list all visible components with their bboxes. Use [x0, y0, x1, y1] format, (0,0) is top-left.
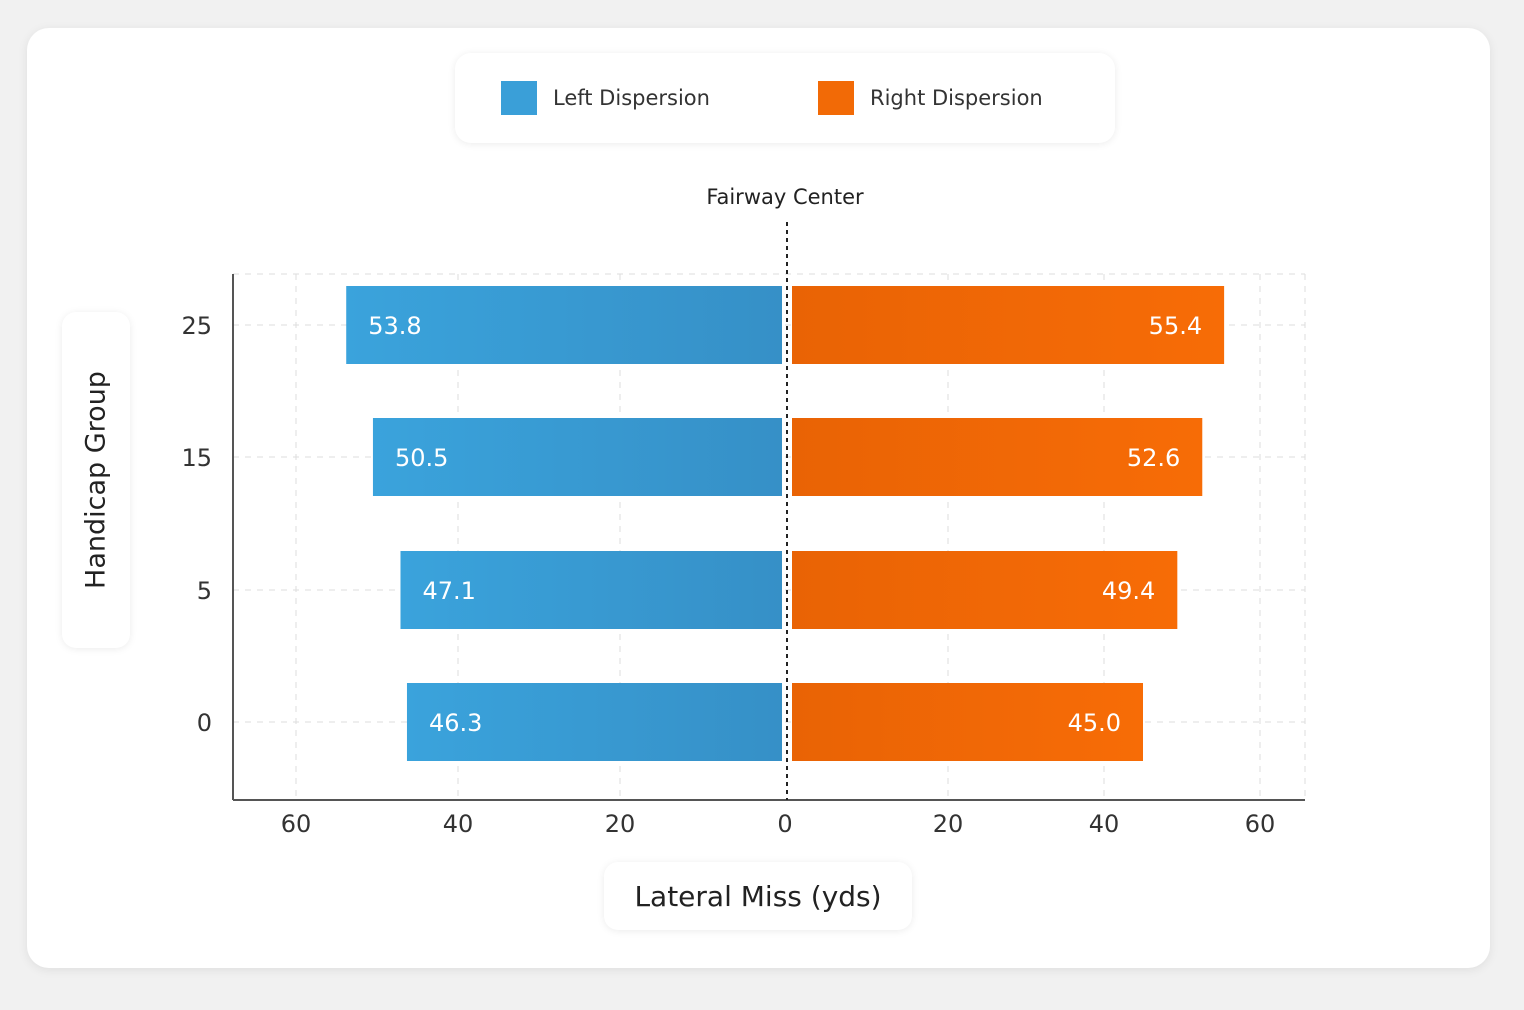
bar-right: [792, 683, 1143, 761]
bar-value-label-left: 53.8: [368, 312, 421, 340]
x-tick-label: 0: [777, 810, 792, 838]
y-axis-label-box: Handicap Group: [62, 312, 130, 648]
y-axis-label: Handicap Group: [80, 371, 112, 589]
legend-label-left: Left Dispersion: [553, 86, 710, 110]
x-tick-label: 60: [1245, 810, 1276, 838]
x-axis-label-box: Lateral Miss (yds): [604, 862, 912, 930]
bar-value-label-left: 47.1: [422, 577, 475, 605]
bar-value-label-right: 45.0: [1068, 709, 1121, 737]
chart-card: [27, 28, 1490, 968]
bar-value-label-right: 52.6: [1127, 444, 1180, 472]
x-tick-label: 60: [281, 810, 312, 838]
bar-left: [406, 683, 782, 761]
bar-right: [792, 286, 1225, 364]
legend-swatch-left: [501, 81, 537, 115]
x-tick-label: 40: [1089, 810, 1120, 838]
bar-value-label-left: 50.5: [395, 444, 448, 472]
y-tick-label: 5: [197, 577, 212, 605]
legend-item-right: Right Dispersion: [818, 81, 1043, 115]
bar-left: [372, 418, 782, 496]
x-tick-label: 20: [933, 810, 964, 838]
legend-swatch-right: [818, 81, 854, 115]
center-annotation: Fairway Center: [706, 185, 864, 209]
legend-label-right: Right Dispersion: [870, 86, 1043, 110]
bar-value-label-right: 49.4: [1102, 577, 1155, 605]
y-tick-label: 15: [181, 444, 212, 472]
bar-right: [792, 551, 1178, 629]
x-tick-label: 40: [443, 810, 474, 838]
bar-value-label-left: 46.3: [429, 709, 482, 737]
legend-item-left: Left Dispersion: [501, 81, 710, 115]
y-tick-label: 0: [197, 709, 212, 737]
bar-value-label-right: 55.4: [1149, 312, 1202, 340]
x-axis-label: Lateral Miss (yds): [634, 879, 882, 913]
legend: Left Dispersion Right Dispersion: [455, 53, 1115, 143]
x-tick-label: 20: [605, 810, 636, 838]
bar-left: [346, 286, 782, 364]
y-tick-label: 25: [181, 312, 212, 340]
bar-left: [400, 551, 782, 629]
bar-right: [792, 418, 1203, 496]
